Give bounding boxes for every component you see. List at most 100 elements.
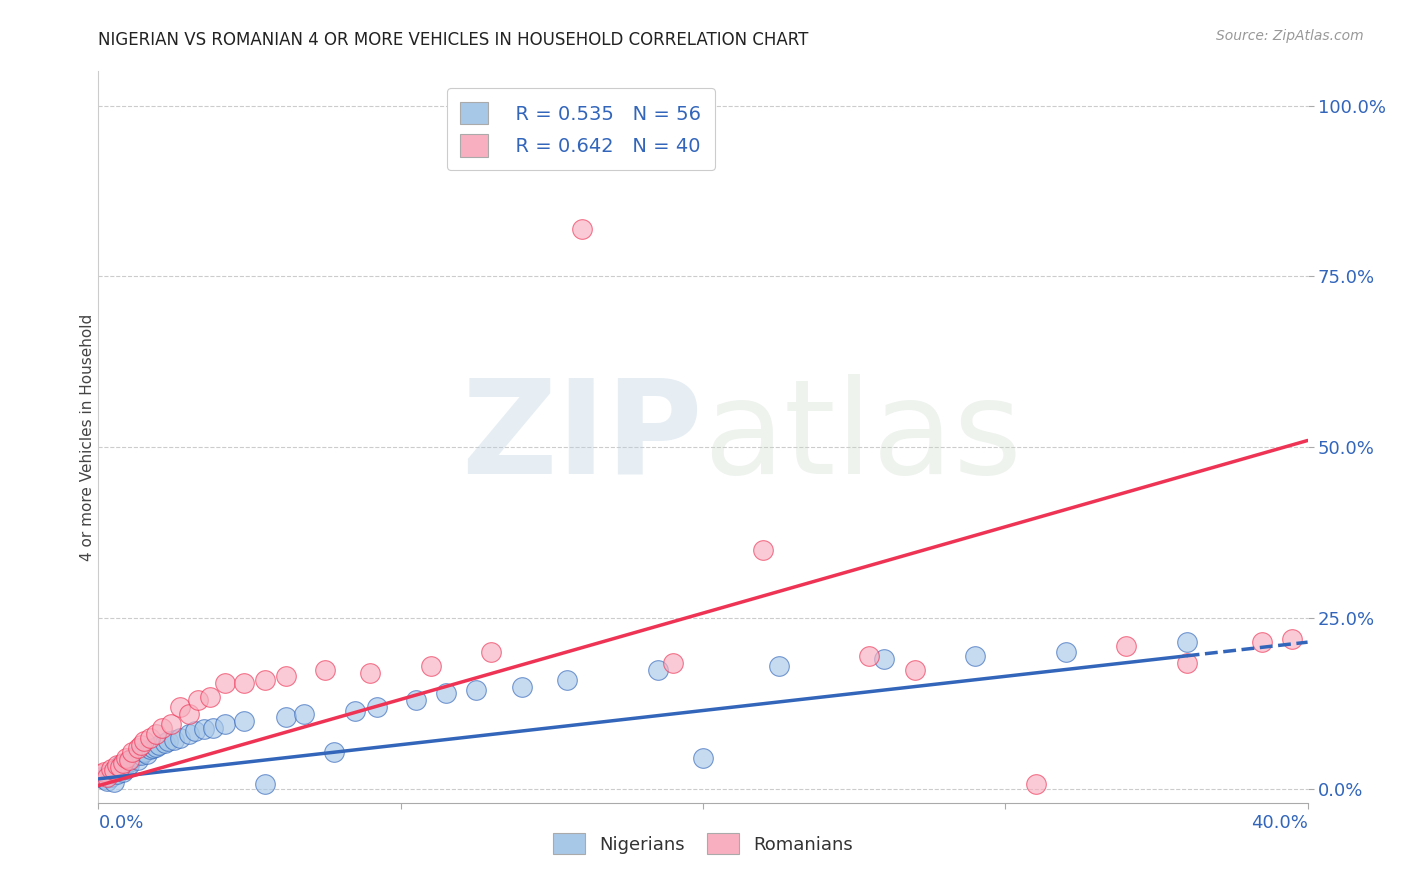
Point — [184, 724, 207, 739]
Point — [96, 773, 118, 788]
Point — [100, 762, 122, 776]
Point — [858, 648, 880, 663]
Point — [103, 763, 125, 777]
Point — [108, 763, 131, 777]
Text: 40.0%: 40.0% — [1251, 814, 1308, 832]
Point — [93, 772, 115, 786]
Point — [1115, 639, 1137, 653]
Point — [118, 758, 141, 772]
Point — [103, 775, 125, 789]
Point — [132, 734, 155, 748]
Point — [127, 753, 149, 767]
Point — [323, 745, 346, 759]
Point — [366, 700, 388, 714]
Text: ZIP: ZIP — [461, 374, 703, 500]
Text: NIGERIAN VS ROMANIAN 4 OR MORE VEHICLES IN HOUSEHOLD CORRELATION CHART: NIGERIAN VS ROMANIAN 4 OR MORE VEHICLES … — [98, 31, 808, 49]
Point — [214, 676, 236, 690]
Point — [1024, 777, 1046, 791]
Point — [108, 760, 131, 774]
Point — [405, 693, 427, 707]
Text: Source: ZipAtlas.com: Source: ZipAtlas.com — [1216, 29, 1364, 43]
Point — [145, 727, 167, 741]
Point — [752, 542, 775, 557]
Point — [93, 765, 115, 780]
Point — [187, 693, 209, 707]
Point — [135, 747, 157, 761]
Point — [153, 736, 176, 750]
Text: atlas: atlas — [703, 374, 1022, 500]
Point — [360, 665, 382, 680]
Point — [274, 669, 297, 683]
Point — [434, 686, 457, 700]
Point — [160, 717, 183, 731]
Point — [1281, 632, 1303, 646]
Point — [148, 738, 170, 752]
Point — [124, 749, 146, 764]
Point — [169, 700, 191, 714]
Point — [965, 648, 987, 663]
Point — [108, 758, 131, 772]
Point — [314, 663, 336, 677]
Point — [111, 756, 134, 771]
Point — [169, 731, 191, 745]
Point — [150, 721, 173, 735]
Point — [118, 755, 141, 769]
Point — [465, 683, 488, 698]
Point — [129, 747, 152, 762]
Point — [1175, 635, 1198, 649]
Point — [200, 690, 222, 704]
Point — [145, 739, 167, 754]
Point — [105, 758, 128, 772]
Point — [904, 663, 927, 677]
Point — [129, 738, 152, 752]
Point — [105, 767, 128, 781]
Point — [121, 751, 143, 765]
Point — [103, 765, 125, 780]
Point — [344, 704, 367, 718]
Point — [139, 742, 162, 756]
Point — [1251, 635, 1274, 649]
Point — [692, 751, 714, 765]
Point — [253, 673, 276, 687]
Point — [100, 770, 122, 784]
Point — [114, 751, 136, 765]
Point — [139, 731, 162, 745]
Point — [132, 745, 155, 759]
Point — [253, 777, 276, 791]
Point — [111, 765, 134, 780]
Point — [555, 673, 578, 687]
Text: 0.0%: 0.0% — [98, 814, 143, 832]
Point — [118, 753, 141, 767]
Point — [121, 745, 143, 759]
Point — [114, 762, 136, 776]
Point — [96, 768, 118, 782]
Point — [768, 659, 790, 673]
Point — [156, 734, 179, 748]
Point — [647, 663, 669, 677]
Point — [571, 221, 593, 235]
Point — [142, 741, 165, 756]
Point — [661, 656, 683, 670]
Point — [232, 714, 254, 728]
Point — [193, 722, 215, 736]
Point — [179, 706, 201, 721]
Point — [873, 652, 896, 666]
Point — [214, 717, 236, 731]
Point — [105, 762, 128, 776]
Point — [202, 721, 225, 735]
Point — [420, 659, 443, 673]
Point — [100, 767, 122, 781]
Point — [127, 741, 149, 756]
Point — [510, 680, 533, 694]
Legend: Nigerians, Romanians: Nigerians, Romanians — [544, 824, 862, 863]
Point — [1054, 645, 1077, 659]
Point — [114, 756, 136, 771]
Point — [90, 767, 112, 781]
Y-axis label: 4 or more Vehicles in Household: 4 or more Vehicles in Household — [80, 313, 94, 561]
Point — [274, 710, 297, 724]
Point — [111, 760, 134, 774]
Point — [90, 770, 112, 784]
Point — [96, 770, 118, 784]
Point — [179, 727, 201, 741]
Point — [292, 706, 315, 721]
